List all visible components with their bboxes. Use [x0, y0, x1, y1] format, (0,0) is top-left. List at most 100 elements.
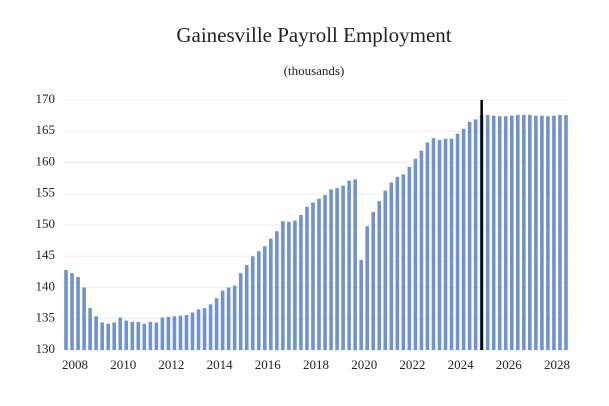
- bar: [136, 321, 141, 350]
- x-tick-label: 2012: [158, 357, 184, 372]
- bar: [287, 221, 291, 350]
- bar: [184, 315, 189, 350]
- bar: [64, 270, 68, 350]
- bar: [226, 287, 231, 350]
- bar: [491, 115, 496, 350]
- bar: [311, 202, 315, 350]
- bar: [293, 220, 297, 350]
- bar: [76, 276, 80, 350]
- bar: [106, 323, 110, 350]
- bar: [473, 119, 478, 350]
- bar: [395, 176, 400, 350]
- bar: [118, 317, 123, 350]
- bar: [467, 121, 472, 350]
- y-tick-label: 160: [36, 153, 56, 168]
- chart-title: Gainesville Payroll Employment: [176, 23, 451, 47]
- bar: [341, 185, 345, 350]
- bar: [534, 115, 538, 350]
- x-tick-label: 2020: [351, 357, 377, 372]
- x-tick-label: 2008: [62, 357, 88, 372]
- bar: [437, 140, 442, 350]
- bar: [365, 226, 370, 350]
- y-tick-label: 130: [36, 341, 56, 356]
- bar: [425, 142, 430, 350]
- bar: [383, 190, 388, 350]
- bar: [154, 322, 159, 350]
- bar: [564, 115, 568, 350]
- bar: [359, 260, 363, 350]
- x-tick-label: 2026: [496, 357, 523, 372]
- bar: [94, 316, 98, 350]
- bar: [485, 115, 490, 350]
- bar: [377, 201, 382, 350]
- bar: [142, 323, 147, 350]
- bar: [353, 179, 357, 350]
- bar: [558, 115, 562, 350]
- bar: [148, 321, 153, 350]
- bar: [196, 309, 201, 350]
- bar: [413, 158, 418, 350]
- bar: [172, 316, 177, 350]
- bar: [455, 133, 460, 350]
- chart-subtitle: (thousands): [284, 63, 345, 78]
- bar: [100, 322, 104, 350]
- bar: [461, 128, 466, 350]
- bar: [449, 138, 454, 350]
- bar: [503, 116, 508, 350]
- bar: [124, 320, 129, 350]
- bar: [238, 273, 243, 350]
- bar: [281, 221, 285, 350]
- bar: [88, 308, 92, 350]
- bar: [546, 116, 550, 350]
- bar: [419, 150, 424, 350]
- bar: [202, 308, 207, 350]
- bar: [389, 182, 394, 350]
- y-tick-label: 150: [36, 216, 56, 231]
- y-tick-label: 140: [36, 278, 56, 293]
- bar: [160, 317, 165, 350]
- bar: [208, 304, 213, 350]
- bar: [347, 180, 351, 350]
- bar: [371, 211, 376, 350]
- bar: [522, 115, 526, 350]
- bar: [509, 115, 514, 350]
- bar: [323, 195, 327, 350]
- bar: [250, 256, 255, 350]
- bar: [515, 115, 520, 350]
- bar: [275, 231, 279, 350]
- bar: [166, 316, 171, 350]
- bar: [317, 198, 321, 350]
- bar: [540, 115, 544, 350]
- bar: [232, 285, 237, 350]
- bar: [335, 188, 339, 350]
- bar: [528, 115, 532, 350]
- bar: [305, 206, 309, 350]
- y-tick-label: 165: [36, 122, 56, 137]
- y-tick-label: 155: [36, 185, 56, 200]
- bar: [299, 215, 303, 350]
- bar: [214, 298, 219, 350]
- bar: [269, 238, 273, 350]
- bar: [407, 166, 412, 350]
- bar: [443, 138, 448, 350]
- bar: [112, 322, 117, 350]
- bar: [262, 246, 267, 350]
- y-tick-label: 145: [36, 247, 56, 262]
- bar: [190, 312, 195, 350]
- x-tick-label: 2018: [303, 357, 329, 372]
- bar: [431, 138, 436, 350]
- x-tick-label: 2024: [448, 357, 475, 372]
- bar: [70, 273, 74, 350]
- x-tick-label: 2016: [255, 357, 282, 372]
- bar: [552, 115, 556, 350]
- bar: [130, 321, 135, 350]
- bar: [220, 290, 225, 350]
- x-tick-label: 2014: [207, 357, 234, 372]
- y-tick-label: 170: [36, 91, 56, 106]
- bar: [401, 174, 406, 350]
- x-tick-label: 2028: [544, 357, 570, 372]
- bar: [497, 116, 502, 350]
- bar: [256, 251, 261, 350]
- bar: [329, 189, 333, 350]
